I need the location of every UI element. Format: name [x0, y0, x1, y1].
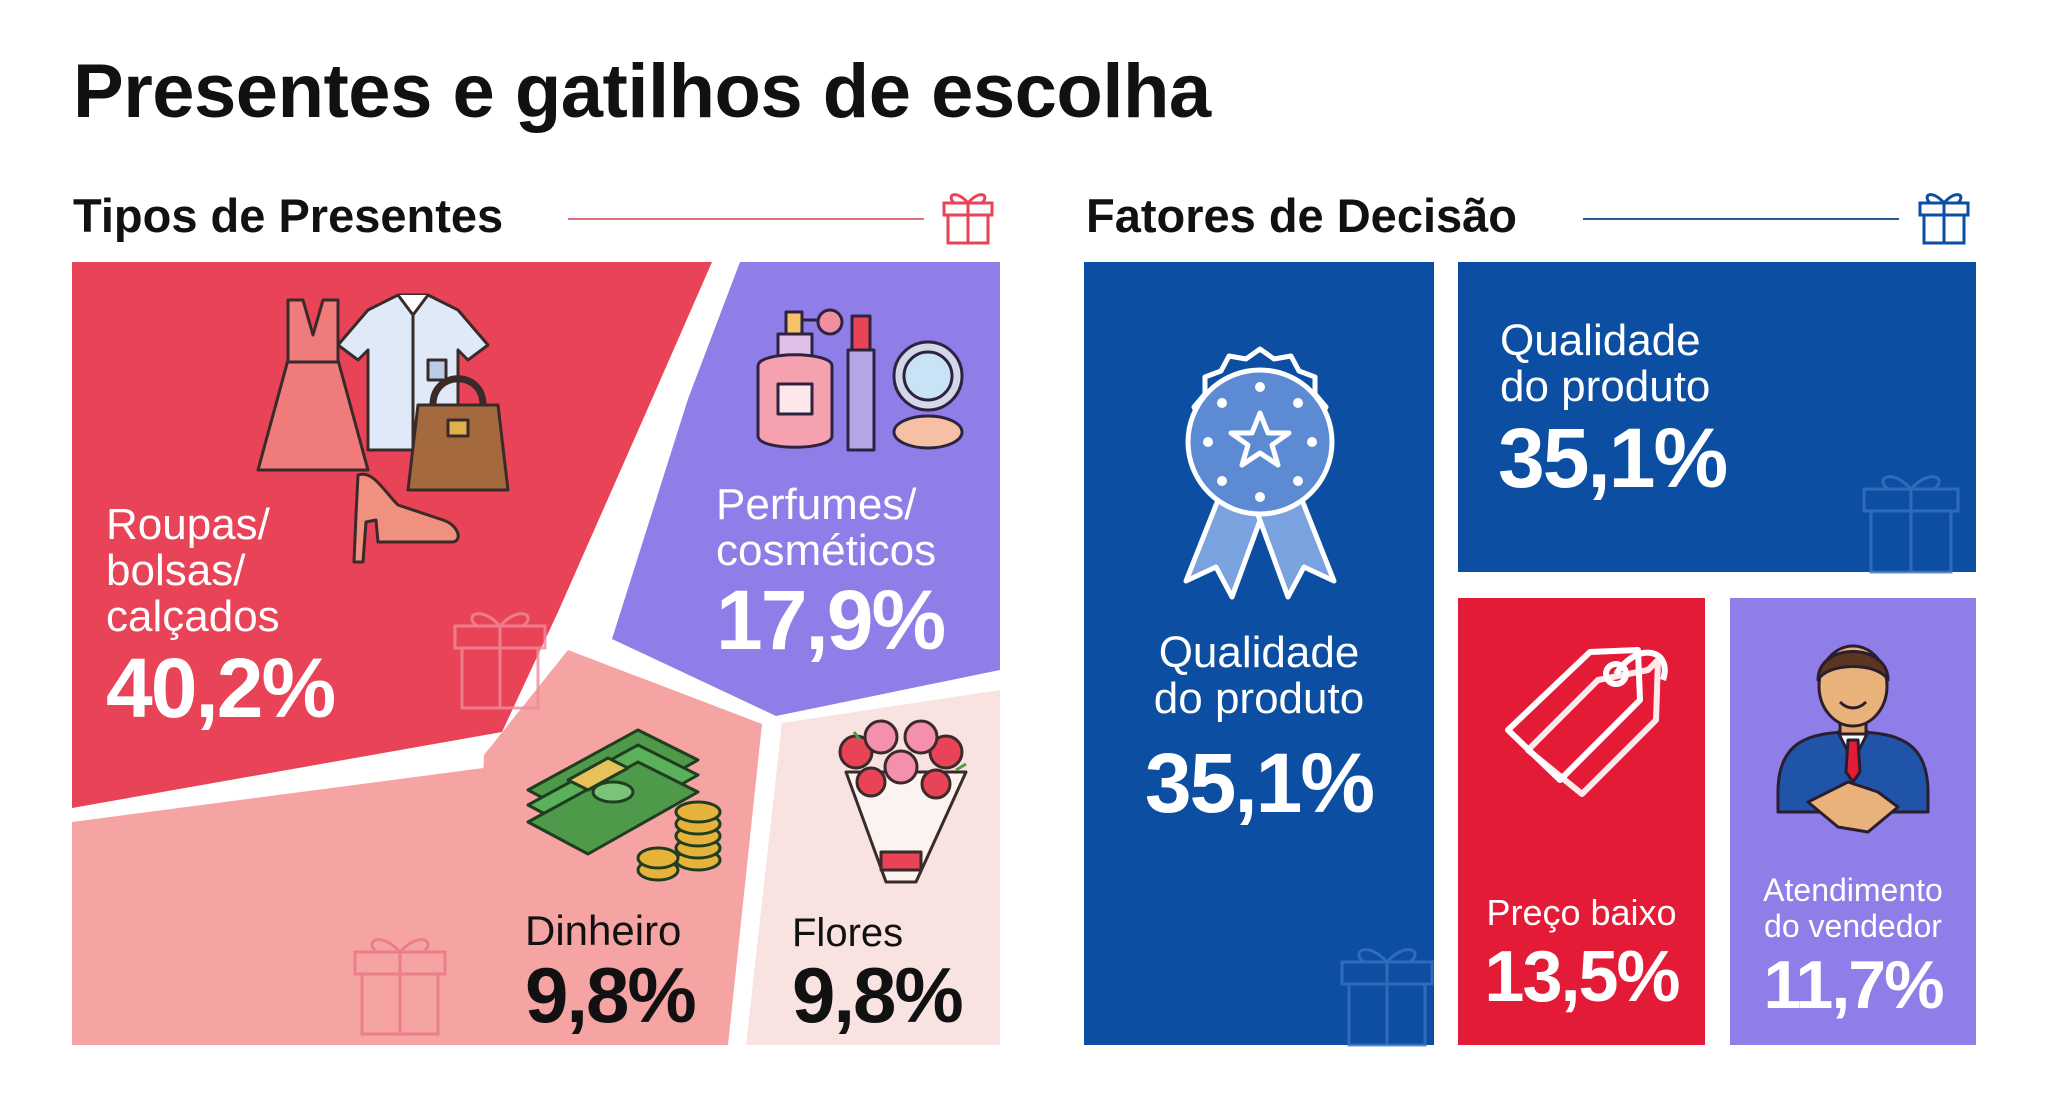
value-qualidade-secondary: 35,1% — [1498, 411, 1728, 505]
label-flores: Flores — [792, 911, 904, 955]
perfume-cosmetics-icon — [756, 308, 964, 452]
label-atendimento: Atendimento do vendedor — [1763, 872, 1943, 944]
tile-dinheiro — [472, 650, 762, 1045]
label-qualidade-main: Qualidade do produto — [1153, 628, 1365, 723]
gift-icon — [1918, 193, 1970, 245]
section-title-tipos: Tipos de Presentes — [73, 189, 504, 242]
section-rule-tipos — [568, 218, 924, 220]
section-rule-fatores — [1583, 218, 1899, 220]
value-preco: 13,5% — [1484, 937, 1680, 1017]
flower-bouquet-icon — [838, 719, 968, 884]
section-title-fatores: Fatores de Decisão — [1086, 189, 1518, 242]
value-perfumes: 17,9% — [716, 573, 946, 667]
value-flores: 9,8% — [792, 951, 964, 1039]
value-roupas: 40,2% — [106, 641, 336, 735]
label-qualidade-secondary: Qualidade do produto — [1500, 316, 1711, 411]
tile-qualidade-secondary — [1458, 262, 1976, 572]
gift-watermark-icon — [1862, 475, 1960, 574]
salesperson-handshake-icon — [1776, 644, 1930, 834]
value-dinheiro: 9,8% — [525, 951, 697, 1039]
label-roupas: Roupas/ bolsas/ calçados — [106, 500, 280, 641]
page-title: Presentes e gatilhos de escolha — [73, 49, 1211, 134]
label-preco: Preço baixo — [1486, 892, 1677, 933]
gift-watermark-icon — [1340, 948, 1434, 1047]
gift-icon — [942, 193, 994, 245]
price-tag-icon — [1505, 647, 1668, 797]
money-icon — [526, 728, 722, 882]
label-perfumes: Perfumes/ cosméticos — [716, 480, 937, 575]
value-qualidade-main: 35,1% — [1144, 736, 1375, 830]
value-atendimento: 11,7% — [1763, 947, 1944, 1023]
award-ribbon-icon — [1183, 346, 1337, 600]
clothing-icon — [256, 293, 510, 564]
label-dinheiro: Dinheiro — [525, 907, 682, 954]
